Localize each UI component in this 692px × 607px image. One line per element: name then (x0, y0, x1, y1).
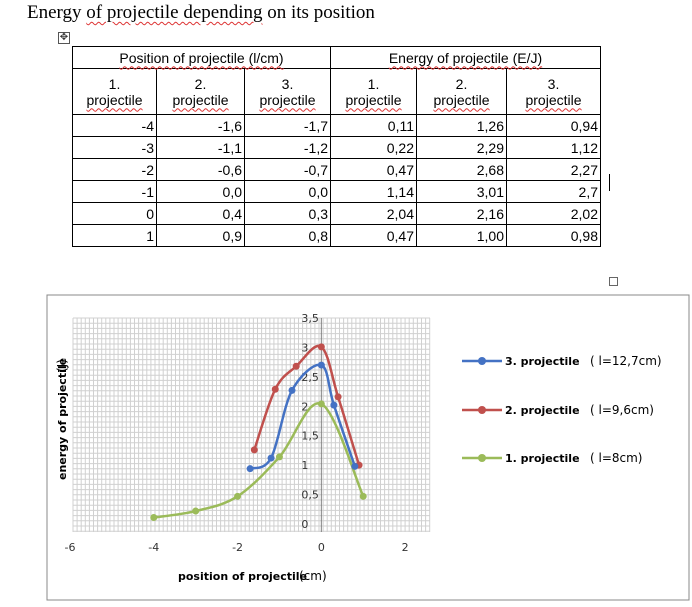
y-tick-label: 0,5 (301, 489, 319, 502)
data-point-1-projectile (234, 492, 242, 500)
data-point-3-projectile (288, 386, 296, 394)
y-tick-label: 1,5 (301, 430, 319, 443)
legend-label-3-projectile: 3. projectile (505, 355, 580, 368)
x-axis-unit: (cm) (299, 569, 327, 583)
y-tick-label: 3 (301, 341, 308, 354)
data-point-3-projectile (267, 454, 275, 462)
legend-note-2-projectile: ( l=9,6cm) (590, 403, 654, 417)
legend-marker-2-projectile (478, 406, 486, 414)
table-cell: 0,47 (330, 224, 417, 247)
table-cell: 0,22 (330, 136, 417, 159)
table-row: 1 0,9 0,8 0,47 1,00 0,98 (72, 224, 601, 247)
data-point-2-projectile (317, 343, 325, 351)
energy-group-header: Energy of projectile (E/J) (330, 46, 601, 69)
table-cell: 1,00 (416, 224, 507, 247)
position-group-header: Position of projectile (l/cm) (72, 46, 331, 69)
series-line-2-projectile (253, 344, 361, 466)
x-tick-label: 2 (402, 541, 409, 554)
table-move-handle-icon[interactable]: ✥ (58, 32, 70, 44)
legend-label-2-projectile: 2. projectile (505, 404, 580, 417)
x-tick-label: -6 (65, 541, 76, 554)
legend-marker-3-projectile (478, 357, 486, 365)
x-axis-title: position of projectile (178, 570, 307, 583)
data-point-2-projectile (292, 362, 300, 370)
data-point-1-projectile (359, 492, 367, 500)
table-row: -3 -1,1 -1,2 0,22 2,29 1,12 (72, 136, 601, 159)
col-header-5: 2. projectile (416, 68, 507, 115)
table-row: -4 -1,6 -1,7 0,11 1,26 0,94 (72, 114, 601, 137)
data-point-3-projectile (246, 465, 254, 473)
legend-marker-1-projectile (478, 454, 486, 462)
table-cell: 0,8 (244, 224, 331, 247)
y-axis-unit: (J) (55, 359, 69, 372)
title-word-projectile: of projectile depending (86, 2, 263, 23)
table-sub-header-row: 1. projectile 2. projectile 3. projectile 1… (72, 68, 601, 115)
x-tick-label: 0 (318, 541, 325, 554)
title-word-energy: Energy (27, 2, 87, 23)
table-row: 0 0,4 0,3 2,04 2,16 2,02 (72, 202, 601, 225)
x-tick-label: -2 (232, 541, 243, 554)
y-axis-title: energy of projectile (56, 358, 69, 480)
table-cell: 2,02 (506, 202, 601, 225)
legend-note-3-projectile: ( l=12,7cm) (590, 354, 662, 368)
table-cell: 0,9 (156, 224, 245, 247)
data-point-3-projectile (351, 462, 359, 470)
table-cell: 1 (72, 224, 157, 247)
y-tick-label: 2,5 (301, 371, 319, 384)
y-tick-label: 1 (301, 459, 308, 472)
data-point-3-projectile (330, 401, 338, 409)
legend-note-1-projectile: ( l=8cm) (590, 451, 643, 465)
table-cell: 1,26 (416, 114, 507, 137)
legend-label-1-projectile: 1. projectile (505, 452, 580, 465)
col-header-3: 3. projectile (244, 68, 331, 115)
document-title: Energy of projectile depending on its po… (27, 2, 375, 24)
table-cell: -0,6 (156, 158, 245, 181)
table-cell: 2,27 (506, 158, 601, 181)
data-point-2-projectile (334, 393, 342, 401)
table-resize-handle[interactable] (609, 277, 618, 286)
table-cell: 0,98 (506, 224, 601, 247)
x-tick-label: -4 (148, 541, 159, 554)
data-point-2-projectile (271, 385, 279, 393)
title-word-position: on its position (262, 2, 375, 23)
text-cursor (609, 174, 610, 191)
y-tick-label: 2 (301, 400, 308, 413)
data-point-1-projectile (317, 400, 325, 408)
y-tick-label: 3,5 (301, 312, 319, 325)
col-header-4: 1. projectile (330, 68, 417, 115)
data-point-2-projectile (250, 446, 258, 454)
data-point-1-projectile (150, 514, 158, 522)
table-row: -2 -0,6 -0,7 0,47 2,68 2,27 (72, 158, 601, 181)
col-header-6: 3. projectile (506, 68, 601, 115)
table-cell: 0,3 (244, 202, 331, 225)
data-point-3-projectile (317, 361, 325, 369)
data-point-1-projectile (192, 507, 200, 515)
table-group-header-row: Position of projectile (l/cm) Energy of … (72, 46, 601, 69)
data-table: Position of projectile (l/cm) Energy of … (72, 46, 601, 247)
data-point-1-projectile (275, 453, 283, 461)
y-tick-label: 0 (301, 518, 308, 531)
table-cell: 2,04 (330, 202, 417, 225)
